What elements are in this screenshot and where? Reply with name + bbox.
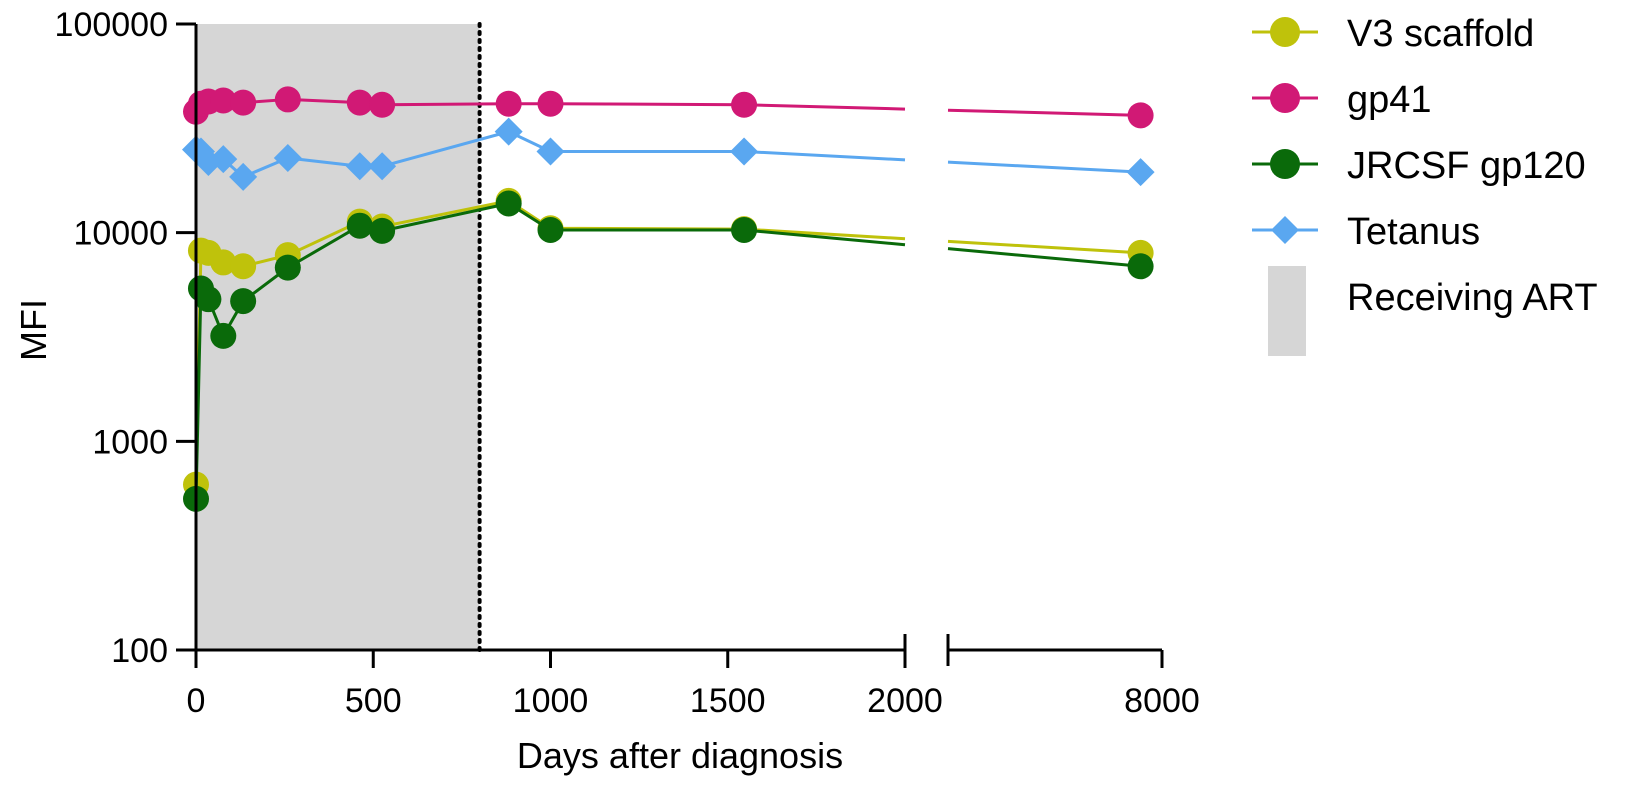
- legend-marker-jrcsf-gp120: [1270, 149, 1300, 179]
- legend-label-jrcsf-gp120: JRCSF gp120: [1347, 145, 1586, 187]
- data-point-gp41: [1127, 102, 1154, 129]
- data-point-tetanus: [273, 143, 302, 172]
- data-point-jrcsf-gp120: [369, 217, 396, 244]
- legend-label-gp41: gp41: [1347, 79, 1432, 121]
- x-tick-label: 2000: [867, 682, 943, 720]
- data-point-v3-scaffold: [230, 253, 257, 280]
- data-point-jrcsf-gp120: [195, 286, 222, 313]
- data-point-tetanus: [536, 137, 565, 166]
- data-point-jrcsf-gp120: [1127, 253, 1154, 280]
- data-point-tetanus: [1126, 158, 1155, 187]
- data-point-jrcsf-gp120: [230, 288, 257, 315]
- data-point-gp41: [537, 90, 564, 117]
- legend-label-tetanus: Tetanus: [1347, 211, 1480, 253]
- data-point-tetanus: [368, 152, 397, 181]
- series-line-v3-scaffold-2: [947, 239, 1141, 255]
- legend-label-receiving-art: Receiving ART: [1347, 277, 1598, 319]
- y-axis-title: MFI: [13, 299, 54, 361]
- data-point-gp41: [210, 87, 237, 114]
- legend-label-v3-scaffold: V3 scaffold: [1347, 13, 1534, 55]
- legend-marker-receiving-art: [1268, 266, 1306, 356]
- x-tick-label: 0: [187, 682, 206, 720]
- x-tick-label: 1500: [690, 682, 766, 720]
- data-point-jrcsf-gp120: [537, 216, 564, 243]
- y-tick-label: 100: [111, 632, 168, 670]
- data-point-jrcsf-gp120: [274, 254, 301, 281]
- y-tick-label: 1000: [92, 423, 168, 461]
- data-point-tetanus: [345, 152, 374, 181]
- legend-marker-tetanus: [1271, 216, 1299, 244]
- y-tick-label: 100000: [55, 6, 168, 44]
- data-point-gp41: [274, 86, 301, 113]
- plot-area: [182, 22, 1155, 652]
- series-line-gp41-2: [947, 108, 1141, 117]
- art-shaded-region: [196, 24, 480, 650]
- data-point-jrcsf-gp120: [731, 216, 758, 243]
- data-point-jrcsf-gp120: [346, 212, 373, 239]
- data-point-tetanus: [209, 145, 238, 174]
- data-point-v3-scaffold: [210, 249, 237, 276]
- x-tick-label: 500: [345, 682, 402, 720]
- axes: 100 1000 10000 100000 0 500 1000 1500 2000 8000: [55, 6, 1200, 720]
- data-point-jrcsf-gp120: [210, 322, 237, 349]
- data-point-jrcsf-gp120: [495, 190, 522, 217]
- data-point-tetanus: [494, 117, 523, 146]
- x-axis-title: Days after diagnosis: [517, 735, 843, 776]
- data-point-gp41: [346, 89, 373, 116]
- legend-marker-gp41: [1270, 83, 1300, 113]
- x-tick-label: 8000: [1124, 682, 1200, 720]
- data-point-tetanus: [229, 162, 258, 191]
- data-point-tetanus: [730, 137, 759, 166]
- y-tick-label: 10000: [73, 215, 168, 253]
- data-point-gp41: [369, 91, 396, 118]
- data-point-gp41: [495, 90, 522, 117]
- data-point-gp41: [731, 91, 758, 118]
- legend-marker-v3-scaffold: [1270, 17, 1300, 47]
- series-line-jrcsf-gp120-2: [947, 247, 1141, 268]
- series-line-tetanus-2: [947, 160, 1141, 174]
- data-point-gp41: [230, 89, 257, 116]
- x-tick-label: 1000: [513, 682, 589, 720]
- legend: V3 scaffold gp41 JRCSF gp120 Tetanus Receivi…: [1252, 13, 1598, 356]
